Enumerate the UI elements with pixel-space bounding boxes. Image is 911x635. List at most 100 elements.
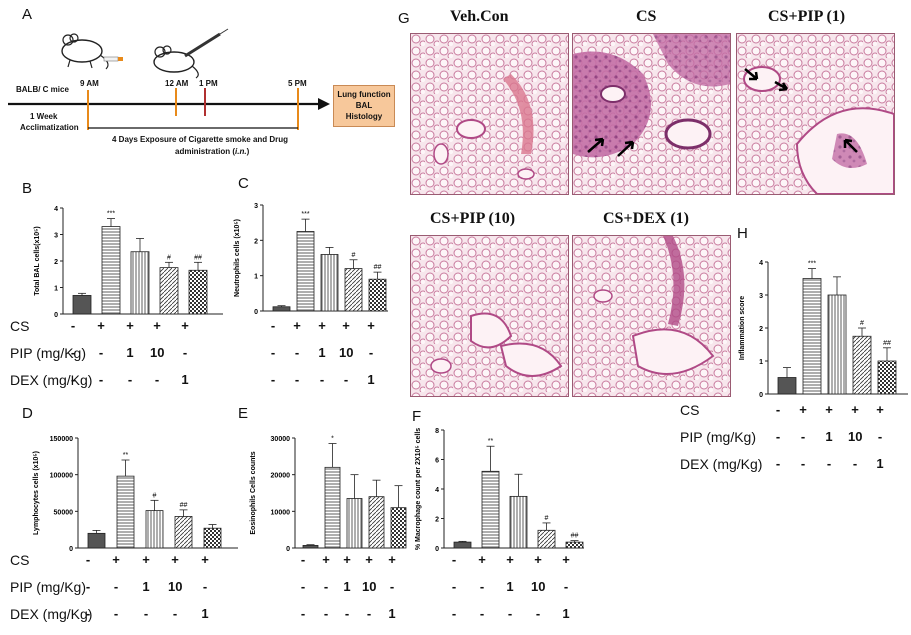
condition-value-pip: 10	[339, 345, 354, 360]
condition-value-pip: 1	[126, 345, 134, 360]
bar	[390, 507, 407, 549]
histology-title-cs-pip-10: CS+PIP (10)	[430, 210, 516, 227]
panel-label-a: A	[22, 6, 33, 23]
condition-value-cs: +	[153, 318, 161, 333]
condition-value-pip: -	[451, 579, 457, 594]
bar	[296, 231, 315, 312]
condition-value-pip: 10	[848, 429, 863, 444]
histology-image-cs-pip-10	[410, 235, 569, 397]
condition-value-dex: -	[344, 606, 350, 621]
time-9am: 9 AM	[80, 79, 99, 88]
significance-label: ##	[180, 502, 188, 509]
significance-label: ##	[374, 264, 382, 271]
y-tick-label: 6	[435, 458, 439, 465]
condition-value-pip: -	[113, 579, 119, 594]
condition-value-dex: -	[300, 606, 306, 621]
condition-value-dex: -	[270, 372, 276, 387]
panel-label-e: E	[238, 405, 249, 422]
condition-value-pip: -	[182, 345, 188, 360]
y-tick-label: 0	[286, 546, 290, 553]
condition-value-dex: -	[343, 372, 349, 387]
bar	[453, 541, 472, 549]
condition-value-dex: -	[535, 606, 541, 621]
histology-image-cs-dex-1	[572, 235, 731, 397]
condition-value-pip: -	[294, 345, 300, 360]
condition-value-dex: -	[775, 456, 781, 471]
mouse-icon	[61, 33, 109, 70]
y-tick-label: 1	[254, 274, 258, 281]
histology-image-cs	[572, 33, 731, 195]
condition-value-dex: -	[143, 606, 149, 621]
y-tick-label: 50000	[54, 509, 74, 516]
condition-value-cs: -	[270, 318, 276, 333]
condition-value-pip: -	[323, 579, 329, 594]
condition-value-cs: +	[112, 552, 120, 567]
condition-value-dex: -	[479, 606, 485, 621]
condition-value-pip: -	[85, 579, 91, 594]
significance-label: #	[352, 252, 356, 259]
condition-label-pip: PIP (mg/Kg)	[10, 345, 86, 361]
chart-E: 0 10000 20000 30000 Eosinophils Cells counts…	[250, 436, 407, 553]
condition-value-pip: 10	[362, 579, 377, 594]
week-label: 1 Week	[30, 112, 58, 121]
condition-value-cs: +	[365, 552, 373, 567]
y-tick-label: 0	[435, 546, 439, 553]
y-tick-label: 1	[54, 286, 58, 293]
chart-D: 0 50000 100000 150000 Lymphocytes cells (x10…	[33, 436, 238, 553]
condition-value-dex: -	[70, 372, 76, 387]
condition-value-cs: -	[775, 402, 781, 417]
condition-value-pip: -	[300, 579, 306, 594]
bar	[203, 527, 222, 549]
outcomes-box: Lung function BAL Histology	[333, 85, 395, 127]
significance-label: ***	[808, 261, 816, 268]
y-tick-label: 0	[254, 309, 258, 316]
y-tick-label: 100000	[50, 473, 73, 480]
condition-value-cs: -	[70, 318, 76, 333]
condition-value-cs: +	[181, 318, 189, 333]
panel-label-g: G	[398, 10, 410, 27]
condition-value-dex: -	[319, 372, 325, 387]
condition-value-pip: 1	[343, 579, 351, 594]
condition-value-dex: -	[98, 372, 104, 387]
y-tick-label: 3	[254, 203, 258, 210]
y-tick-label: 4	[435, 487, 439, 494]
condition-value-pip: 1	[142, 579, 150, 594]
condition-label-cs: CS	[10, 318, 30, 334]
condition-value-cs: +	[562, 552, 570, 567]
condition-value-cs: +	[97, 318, 105, 333]
syringe-icon	[184, 28, 229, 58]
panel-label-b: B	[22, 180, 33, 197]
panel-label-d: D	[22, 405, 33, 422]
y-tick-label: 0	[69, 546, 73, 553]
condition-value-dex: 1	[181, 372, 189, 387]
y-tick-label: 20000	[271, 473, 291, 480]
bar	[72, 295, 92, 315]
mouse-strain-label: BALB/ C mice	[16, 85, 69, 94]
condition-value-pip: 1	[506, 579, 514, 594]
condition-label-dex: DEX (mg/Kg)	[10, 372, 93, 388]
condition-value-dex: -	[451, 606, 457, 621]
y-axis-label: Total BAL cells(x10⁵)	[34, 226, 41, 296]
exposure-label: 4 Days Exposure of Cigarette smoke and D…	[112, 135, 289, 144]
significance-label: #	[545, 515, 549, 522]
y-tick-label: 2	[435, 517, 439, 524]
bar	[481, 470, 500, 549]
condition-value-cs: +	[478, 552, 486, 567]
condition-value-cs: +	[506, 552, 514, 567]
y-tick-label: 1	[759, 359, 763, 366]
time-1pm: 1 PM	[199, 79, 218, 88]
condition-value-dex: 1	[876, 456, 884, 471]
y-axis-label: Inflammation score	[739, 296, 746, 360]
y-tick-label: 4	[54, 206, 58, 213]
condition-value-dex: 1	[201, 606, 209, 621]
bar	[324, 466, 341, 549]
condition-value-cs: -	[451, 552, 457, 567]
y-tick-label: 30000	[271, 436, 291, 443]
bar	[537, 529, 556, 549]
significance-label: ***	[301, 211, 309, 218]
condition-value-cs: +	[126, 318, 134, 333]
bar	[101, 226, 121, 315]
significance-label: *	[331, 436, 334, 443]
